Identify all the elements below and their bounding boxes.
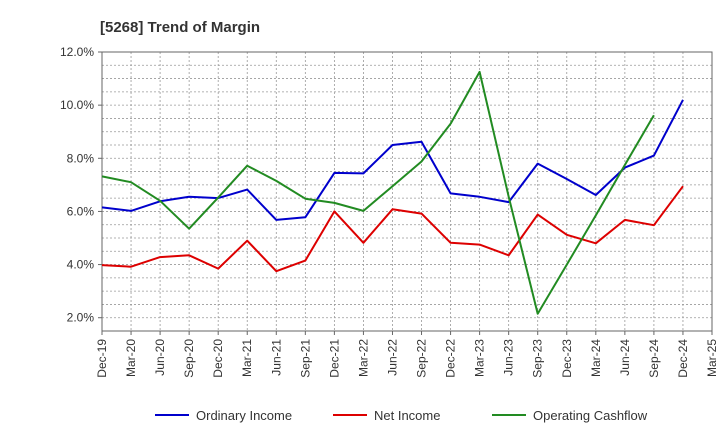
y-tick-label: 8.0% bbox=[67, 151, 95, 165]
x-tick-label: Mar-25 bbox=[705, 339, 719, 377]
plot-frame bbox=[101, 51, 713, 332]
x-tick-label: Mar-20 bbox=[124, 339, 138, 377]
grid bbox=[101, 51, 713, 332]
x-tick-label: Jun-20 bbox=[153, 339, 167, 376]
y-tick-label: 4.0% bbox=[67, 258, 95, 272]
x-tick-label: Dec-23 bbox=[560, 339, 574, 378]
x-tick-label: Mar-24 bbox=[589, 339, 603, 377]
series-lines bbox=[101, 70, 684, 315]
x-tick-label: Jun-22 bbox=[385, 339, 399, 376]
x-tick-label: Sep-22 bbox=[415, 339, 429, 378]
x-tick-label: Jun-24 bbox=[618, 339, 632, 376]
legend-label-0: Ordinary Income bbox=[196, 408, 292, 423]
legend: Ordinary Income Net Income Operating Cashf… bbox=[155, 408, 648, 423]
x-tick-label: Dec-21 bbox=[327, 339, 341, 378]
y-tick-label: 12.0% bbox=[60, 45, 94, 59]
legend-label-2: Operating Cashflow bbox=[533, 408, 648, 423]
x-tick-label: Sep-24 bbox=[647, 339, 661, 378]
series-line-1 bbox=[101, 185, 684, 273]
x-tick-label: Jun-21 bbox=[269, 339, 283, 376]
legend-label-1: Net Income bbox=[374, 408, 440, 423]
y-tick-label: 6.0% bbox=[67, 204, 95, 218]
chart-title: [5268] Trend of Margin bbox=[100, 19, 260, 36]
x-tick-label: Mar-22 bbox=[356, 339, 370, 377]
x-tick-label: Dec-24 bbox=[676, 339, 690, 378]
x-tick-label: Mar-21 bbox=[240, 339, 254, 377]
x-tick-label: Jun-23 bbox=[502, 339, 516, 376]
series-line-0 bbox=[101, 99, 684, 221]
y-tick-label: 10.0% bbox=[60, 98, 94, 112]
x-tick-label: Sep-23 bbox=[531, 339, 545, 378]
x-tick-label: Dec-20 bbox=[211, 339, 225, 378]
x-tick-label: Dec-22 bbox=[444, 339, 458, 378]
y-tick-label: 2.0% bbox=[67, 311, 95, 325]
series-line-2 bbox=[101, 70, 655, 315]
x-tick-label: Mar-23 bbox=[473, 339, 487, 377]
x-tick-label: Dec-19 bbox=[95, 339, 109, 378]
x-tick-label: Sep-20 bbox=[182, 339, 196, 378]
x-tick-label: Sep-21 bbox=[298, 339, 312, 378]
axes: 2.0% 4.0% 6.0% 8.0% 10.0% 12.0% Dec-19 Mar-20 Ju… bbox=[60, 45, 719, 378]
